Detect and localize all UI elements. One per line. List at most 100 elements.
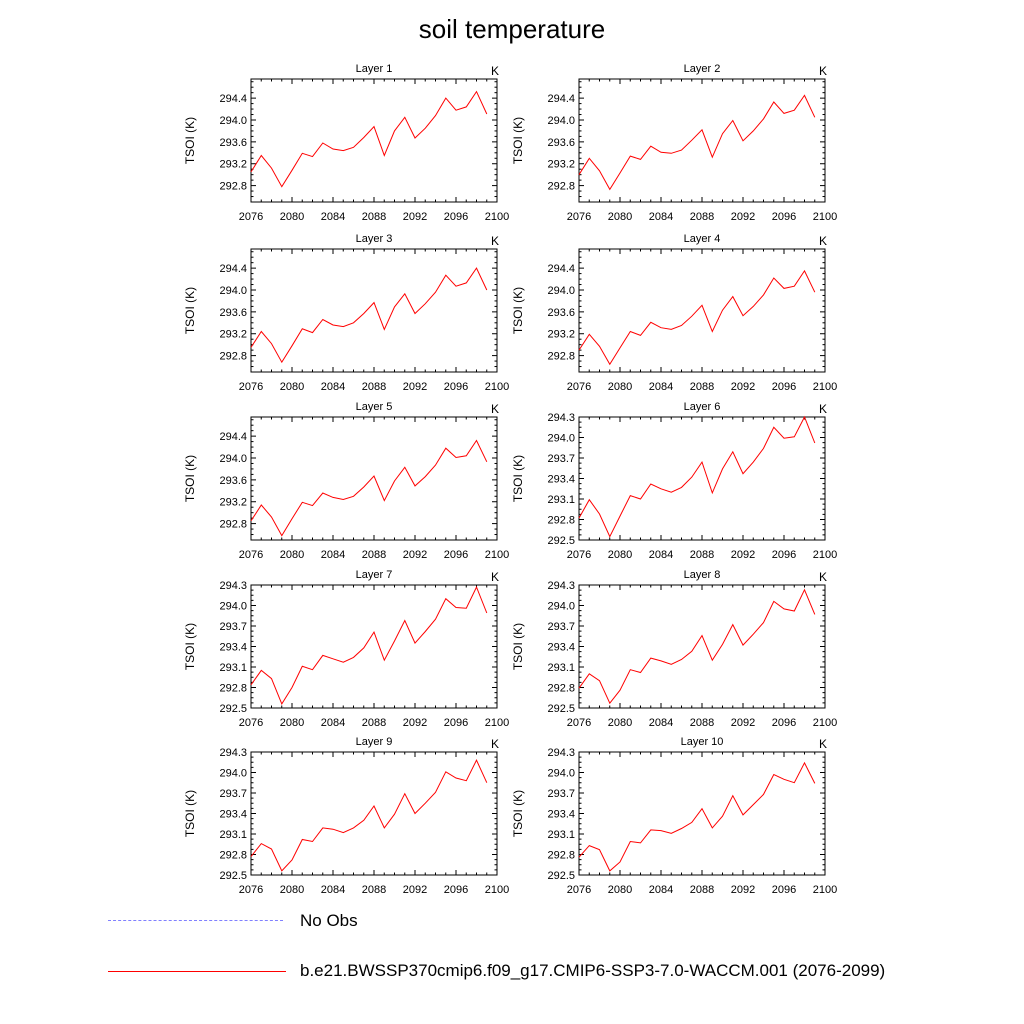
series-line-model: [250, 759, 488, 872]
x-tick-label: 2080: [608, 884, 632, 896]
y-tick-label: 294.0: [219, 115, 247, 127]
y-tick-label: 293.7: [547, 453, 575, 465]
panel-title: Layer 7: [356, 569, 393, 581]
x-tick-label: 2100: [813, 549, 837, 561]
panel-title: Layer 3: [356, 233, 393, 245]
y-axis-label: TSOI (K): [511, 287, 525, 334]
y-axis-label: TSOI (K): [511, 790, 525, 837]
x-tick-label: 2088: [362, 381, 386, 393]
x-tick-label: 2084: [649, 549, 673, 561]
panel-units: K: [819, 737, 827, 751]
plot-frame: [578, 416, 826, 541]
x-tick-label: 2084: [321, 211, 345, 223]
y-tick-label: 293.1: [219, 662, 247, 674]
y-tick-label: 294.4: [219, 263, 247, 275]
y-tick-label: 292.5: [219, 703, 247, 715]
panel-layer-1: Layer 1 K TSOI (K) 2076 2080 2084 2088 2092 2096…: [183, 63, 509, 223]
series-line-model: [250, 439, 488, 537]
series-line-model: [250, 267, 488, 364]
x-tick-label: 2096: [772, 549, 796, 561]
x-tick-label: 2100: [485, 717, 509, 729]
y-tick-label: 293.6: [547, 307, 575, 319]
panel-title: Layer 8: [684, 569, 721, 581]
x-tick-label: 2084: [321, 381, 345, 393]
y-tick-label: 292.5: [547, 870, 575, 882]
y-tick-label: 292.8: [547, 850, 575, 862]
x-tick-label: 2100: [813, 717, 837, 729]
x-tick-label: 2084: [649, 884, 673, 896]
y-tick-label: 294.0: [547, 433, 575, 445]
panel-title: Layer 4: [684, 233, 721, 245]
plot-frame: [250, 584, 498, 709]
panel-title: Layer 5: [356, 401, 393, 413]
y-tick-label: 294.0: [219, 285, 247, 297]
x-tick-label: 2092: [731, 884, 755, 896]
x-tick-label: 2076: [567, 211, 591, 223]
y-tick-label: 292.5: [547, 535, 575, 547]
x-tick-label: 2076: [239, 717, 263, 729]
y-tick-label: 293.4: [219, 809, 247, 821]
y-tick-label: 293.4: [547, 642, 575, 654]
x-tick-label: 2096: [444, 381, 468, 393]
figure-title: soil temperature: [418, 14, 606, 44]
panel-title: Layer 9: [356, 736, 393, 748]
y-tick-label: 293.4: [547, 474, 575, 486]
x-tick-label: 2076: [567, 717, 591, 729]
y-tick-label: 292.8: [547, 515, 575, 527]
y-tick-label: 292.8: [219, 181, 247, 193]
x-tick-label: 2076: [567, 549, 591, 561]
y-tick-label: 292.8: [219, 519, 247, 531]
y-tick-label: 293.4: [547, 809, 575, 821]
y-tick-label: 294.3: [547, 747, 575, 759]
y-axis-label: TSOI (K): [183, 287, 197, 334]
y-tick-label: 294.0: [219, 453, 247, 465]
y-axis-label: TSOI (K): [511, 455, 525, 502]
x-tick-label: 2092: [403, 549, 427, 561]
y-tick-label: 294.0: [219, 768, 247, 780]
x-tick-label: 2100: [485, 884, 509, 896]
x-tick-label: 2080: [280, 381, 304, 393]
panel-title: Layer 6: [684, 401, 721, 413]
plot-frame: [250, 248, 498, 373]
x-tick-label: 2084: [649, 717, 673, 729]
x-tick-label: 2096: [444, 884, 468, 896]
y-tick-label: 293.1: [547, 662, 575, 674]
y-tick-label: 293.6: [219, 307, 247, 319]
y-tick-label: 293.1: [547, 494, 575, 506]
x-tick-label: 2096: [772, 211, 796, 223]
y-tick-label: 294.3: [219, 580, 247, 592]
y-tick-label: 294.4: [547, 93, 575, 105]
y-tick-label: 294.0: [547, 285, 575, 297]
x-tick-label: 2096: [444, 211, 468, 223]
y-tick-label: 293.7: [219, 788, 247, 800]
y-tick-label: 293.2: [219, 159, 247, 171]
y-tick-label: 292.8: [219, 683, 247, 695]
x-tick-label: 2092: [403, 884, 427, 896]
plot-frame: [250, 78, 498, 203]
y-axis-label: TSOI (K): [183, 623, 197, 670]
x-tick-label: 2088: [690, 717, 714, 729]
panel-units: K: [491, 64, 499, 78]
y-tick-label: 294.4: [219, 431, 247, 443]
legend-line-model: [108, 971, 286, 972]
y-axis-label: TSOI (K): [183, 790, 197, 837]
y-tick-label: 292.8: [547, 181, 575, 193]
series-line-model: [250, 90, 488, 188]
series-line-model: [578, 761, 816, 872]
plot-frame: [578, 584, 826, 709]
panel-layer-2: Layer 2 K TSOI (K) 2076 2080 2084 2088 2092 2096…: [511, 63, 837, 223]
y-tick-label: 293.7: [547, 788, 575, 800]
y-tick-label: 292.8: [547, 351, 575, 363]
panel-layer-7: Layer 7 K TSOI (K) 2076 2080 2084 2088 2092 2096…: [183, 569, 509, 729]
x-tick-label: 2092: [731, 381, 755, 393]
x-tick-label: 2088: [690, 884, 714, 896]
series-line-model: [578, 269, 816, 366]
legend-label-no-obs: No Obs: [300, 911, 358, 930]
panel-title: Layer 1: [356, 63, 393, 75]
y-tick-label: 293.6: [219, 475, 247, 487]
x-tick-label: 2096: [444, 717, 468, 729]
x-tick-label: 2076: [239, 211, 263, 223]
x-tick-label: 2100: [485, 549, 509, 561]
x-tick-label: 2080: [280, 884, 304, 896]
y-tick-label: 294.4: [547, 263, 575, 275]
